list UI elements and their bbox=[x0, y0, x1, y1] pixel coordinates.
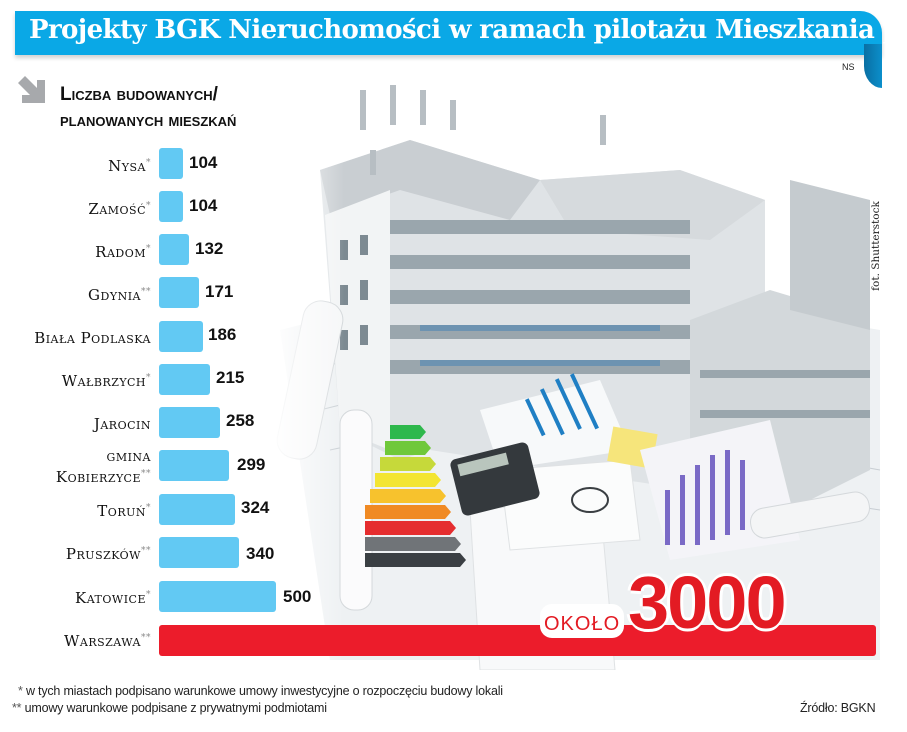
bar-value: 104 bbox=[189, 196, 218, 215]
footnote-1: * w tych miastach podpisano warunkowe um… bbox=[18, 684, 503, 698]
row-label: Jarocin bbox=[93, 415, 151, 433]
row-label: Radom* bbox=[95, 243, 151, 261]
row-label: Wałbrzych* bbox=[61, 372, 151, 390]
bar bbox=[159, 234, 189, 265]
bar bbox=[159, 537, 239, 568]
bar-value: 500 bbox=[283, 587, 312, 606]
approx-prefix: około bbox=[540, 604, 625, 638]
arrow-down-right-icon bbox=[18, 76, 45, 103]
bar-value: 258 bbox=[226, 411, 255, 430]
bar-value: 132 bbox=[195, 239, 224, 258]
row-label: Katowice* bbox=[74, 589, 151, 607]
bar bbox=[159, 364, 210, 395]
chart-subtitle: Liczba budowanych/ planowanych mieszkań bbox=[60, 82, 236, 134]
subtitle-line-2: planowanych mieszkań bbox=[60, 110, 237, 131]
author-tag: NS bbox=[842, 62, 855, 72]
bar bbox=[159, 407, 220, 438]
bar-value: 104 bbox=[189, 153, 218, 172]
bar-value: 340 bbox=[246, 544, 275, 563]
row-label: Warszawa** bbox=[63, 632, 151, 650]
row-label: Zamość* bbox=[88, 200, 151, 218]
bar bbox=[159, 581, 276, 612]
subtitle-line-1: Liczba budowanych/ bbox=[60, 84, 218, 105]
row-label: Toruń* bbox=[97, 502, 151, 520]
row-label: gmina bbox=[106, 447, 151, 465]
bar bbox=[159, 450, 229, 481]
bar bbox=[159, 494, 235, 525]
approx-value: 3000 bbox=[628, 561, 787, 644]
source: Źródło: BGKN bbox=[800, 701, 876, 715]
bar-highlight bbox=[159, 625, 876, 656]
bar-value: 171 bbox=[205, 282, 234, 301]
row-label: Nysa* bbox=[108, 157, 151, 175]
row-label: Biała Podlaska bbox=[34, 329, 151, 347]
bar-value: 299 bbox=[237, 455, 266, 474]
bar-value: 215 bbox=[216, 368, 245, 387]
bar bbox=[159, 148, 183, 179]
bar bbox=[159, 277, 199, 308]
bar bbox=[159, 321, 203, 352]
row-label: Pruszków** bbox=[65, 545, 151, 563]
bar bbox=[159, 191, 183, 222]
photo-credit: fot. Shutterstock bbox=[870, 201, 882, 291]
title-banner: Projekty BGK Nieruchomości w ramach pilo… bbox=[15, 11, 907, 55]
row-label-line-2: Kobierzyce** bbox=[55, 468, 151, 486]
bar-value: 186 bbox=[208, 325, 237, 344]
row-label: Gdynia** bbox=[88, 286, 151, 304]
bar-value: 324 bbox=[241, 498, 270, 517]
construction-photo bbox=[270, 70, 890, 670]
footnote-2: ** umowy warunkowe podpisane z prywatnym… bbox=[12, 701, 327, 715]
chart-title: Projekty BGK Nieruchomości w ramach pilo… bbox=[29, 15, 907, 45]
